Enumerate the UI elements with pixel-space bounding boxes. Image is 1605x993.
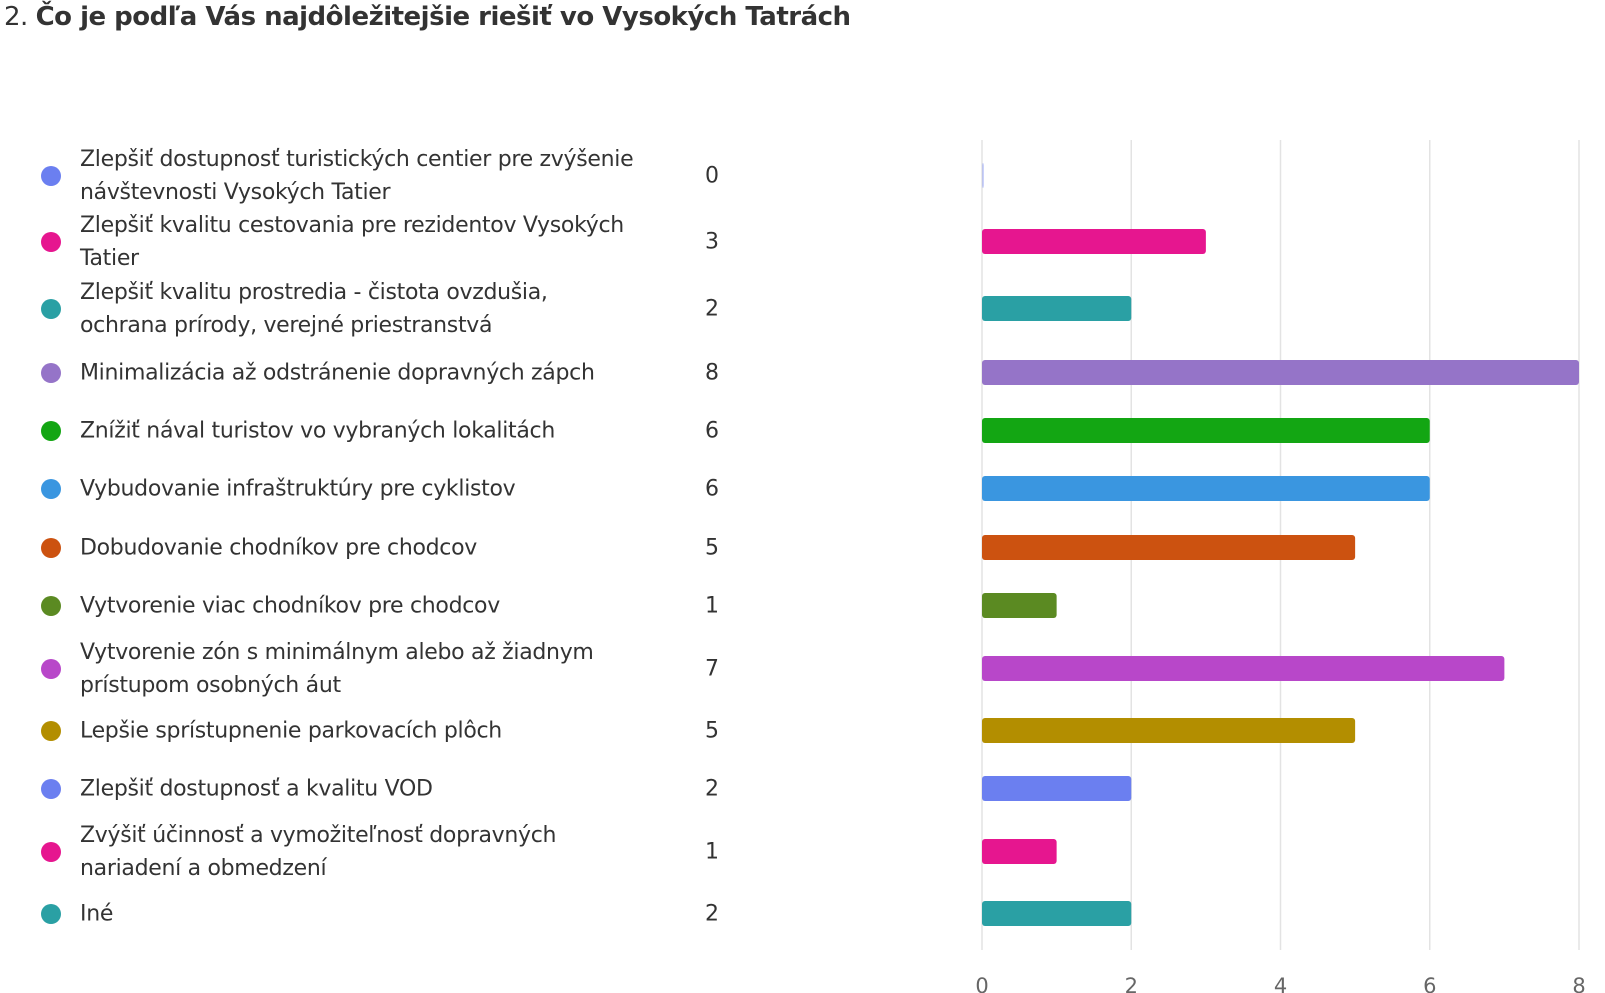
bar — [982, 535, 1356, 560]
x-tick-label: 0 — [975, 974, 988, 993]
legend-count: 0 — [705, 163, 719, 189]
legend-label: Vytvorenie viac chodníkov pre chodcov — [80, 593, 500, 619]
legend-label: Zlepšiť dostupnosť a kvalitu VOD — [80, 776, 433, 802]
legend-count: 5 — [705, 718, 719, 744]
legend-count: 5 — [705, 535, 719, 561]
legend-item: Lepšie sprístupnenie parkovacích plôch 5 — [0, 698, 740, 764]
legend-count: 1 — [705, 839, 719, 865]
legend-item: Vytvorenie zón s minimálnym alebo až žia… — [0, 636, 740, 702]
question-text: Čo je podľa Vás najdôležitejšie riešiť v… — [35, 2, 851, 32]
legend-dot-icon — [41, 596, 61, 616]
legend-item: Zlepšiť dostupnosť turistických centier … — [0, 143, 740, 209]
bar — [982, 839, 1057, 864]
bar — [982, 418, 1430, 443]
bar — [982, 901, 1132, 926]
question-number: 2. — [4, 2, 28, 32]
legend-label: Zvýšiť účinnosť a vymožiteľnosť dopravný… — [80, 823, 557, 881]
legend-count: 2 — [705, 901, 719, 927]
legend-item: Zlepšiť kvalitu prostredia - čistota ovz… — [0, 276, 740, 342]
legend-item: Zlepšiť kvalitu cestovania pre rezidento… — [0, 209, 740, 275]
legend-dot-icon — [41, 479, 61, 499]
legend-label: Lepšie sprístupnenie parkovacích plôch — [80, 718, 502, 744]
legend-dot-icon — [41, 299, 61, 319]
legend-count: 1 — [705, 593, 719, 619]
legend-label: Dobudovanie chodníkov pre chodcov — [80, 535, 477, 561]
bar — [982, 229, 1206, 254]
legend-dot-icon — [41, 538, 61, 558]
legend-count: 8 — [705, 360, 719, 386]
legend-dot-icon — [41, 659, 61, 679]
legend-dot-icon — [41, 232, 61, 252]
legend-item: Dobudovanie chodníkov pre chodcov 5 — [0, 515, 740, 581]
legend-item: Vybudovanie infraštruktúry pre cyklistov… — [0, 456, 740, 522]
legend-item: Vytvorenie viac chodníkov pre chodcov 1 — [0, 573, 740, 639]
bar — [982, 476, 1430, 501]
legend-label: Vybudovanie infraštruktúry pre cyklistov — [80, 476, 516, 502]
legend-label: Zlepšiť kvalitu cestovania pre rezidento… — [80, 213, 624, 271]
x-tick-label: 6 — [1423, 974, 1436, 993]
legend-item: Zvýšiť účinnosť a vymožiteľnosť dopravný… — [0, 819, 740, 885]
bar — [982, 718, 1356, 743]
legend-count: 2 — [705, 776, 719, 802]
legend-label: Vytvorenie zón s minimálnym alebo až žia… — [80, 640, 594, 698]
x-tick-label: 2 — [1125, 974, 1138, 993]
legend-dot-icon — [41, 363, 61, 383]
bar — [982, 163, 984, 188]
legend-label: Zlepšiť dostupnosť turistických centier … — [80, 147, 634, 205]
legend-label: Minimalizácia až odstránenie dopravných … — [80, 360, 595, 386]
legend-dot-icon — [41, 721, 61, 741]
legend-item: Iné 2 — [0, 881, 740, 947]
legend-dot-icon — [41, 779, 61, 799]
bar — [982, 360, 1579, 385]
legend-dot-icon — [41, 421, 61, 441]
legend-dot-icon — [41, 842, 61, 862]
bar — [982, 776, 1132, 801]
legend-count: 7 — [705, 656, 719, 682]
legend-count: 6 — [705, 476, 719, 502]
legend-label: Zlepšiť kvalitu prostredia - čistota ovz… — [80, 280, 548, 338]
legend-dot-icon — [41, 166, 61, 186]
x-tick-label: 4 — [1274, 974, 1287, 993]
legend-item: Minimalizácia až odstránenie dopravných … — [0, 340, 740, 406]
x-tick-label: 8 — [1572, 974, 1585, 993]
question-title: 2. Čo je podľa Vás najdôležitejšie rieši… — [4, 2, 851, 32]
legend-count: 6 — [705, 418, 719, 444]
legend-item: Zlepšiť dostupnosť a kvalitu VOD 2 — [0, 756, 740, 822]
legend-dot-icon — [41, 904, 61, 924]
bar — [982, 296, 1132, 321]
legend-count: 2 — [705, 296, 719, 322]
bar — [982, 656, 1505, 681]
legend-label: Iné — [80, 901, 114, 927]
legend-item: Znížiť nával turistov vo vybraných lokal… — [0, 398, 740, 464]
legend-count: 3 — [705, 229, 719, 255]
legend-label: Znížiť nával turistov vo vybraných lokal… — [80, 418, 556, 444]
bar — [982, 593, 1057, 618]
